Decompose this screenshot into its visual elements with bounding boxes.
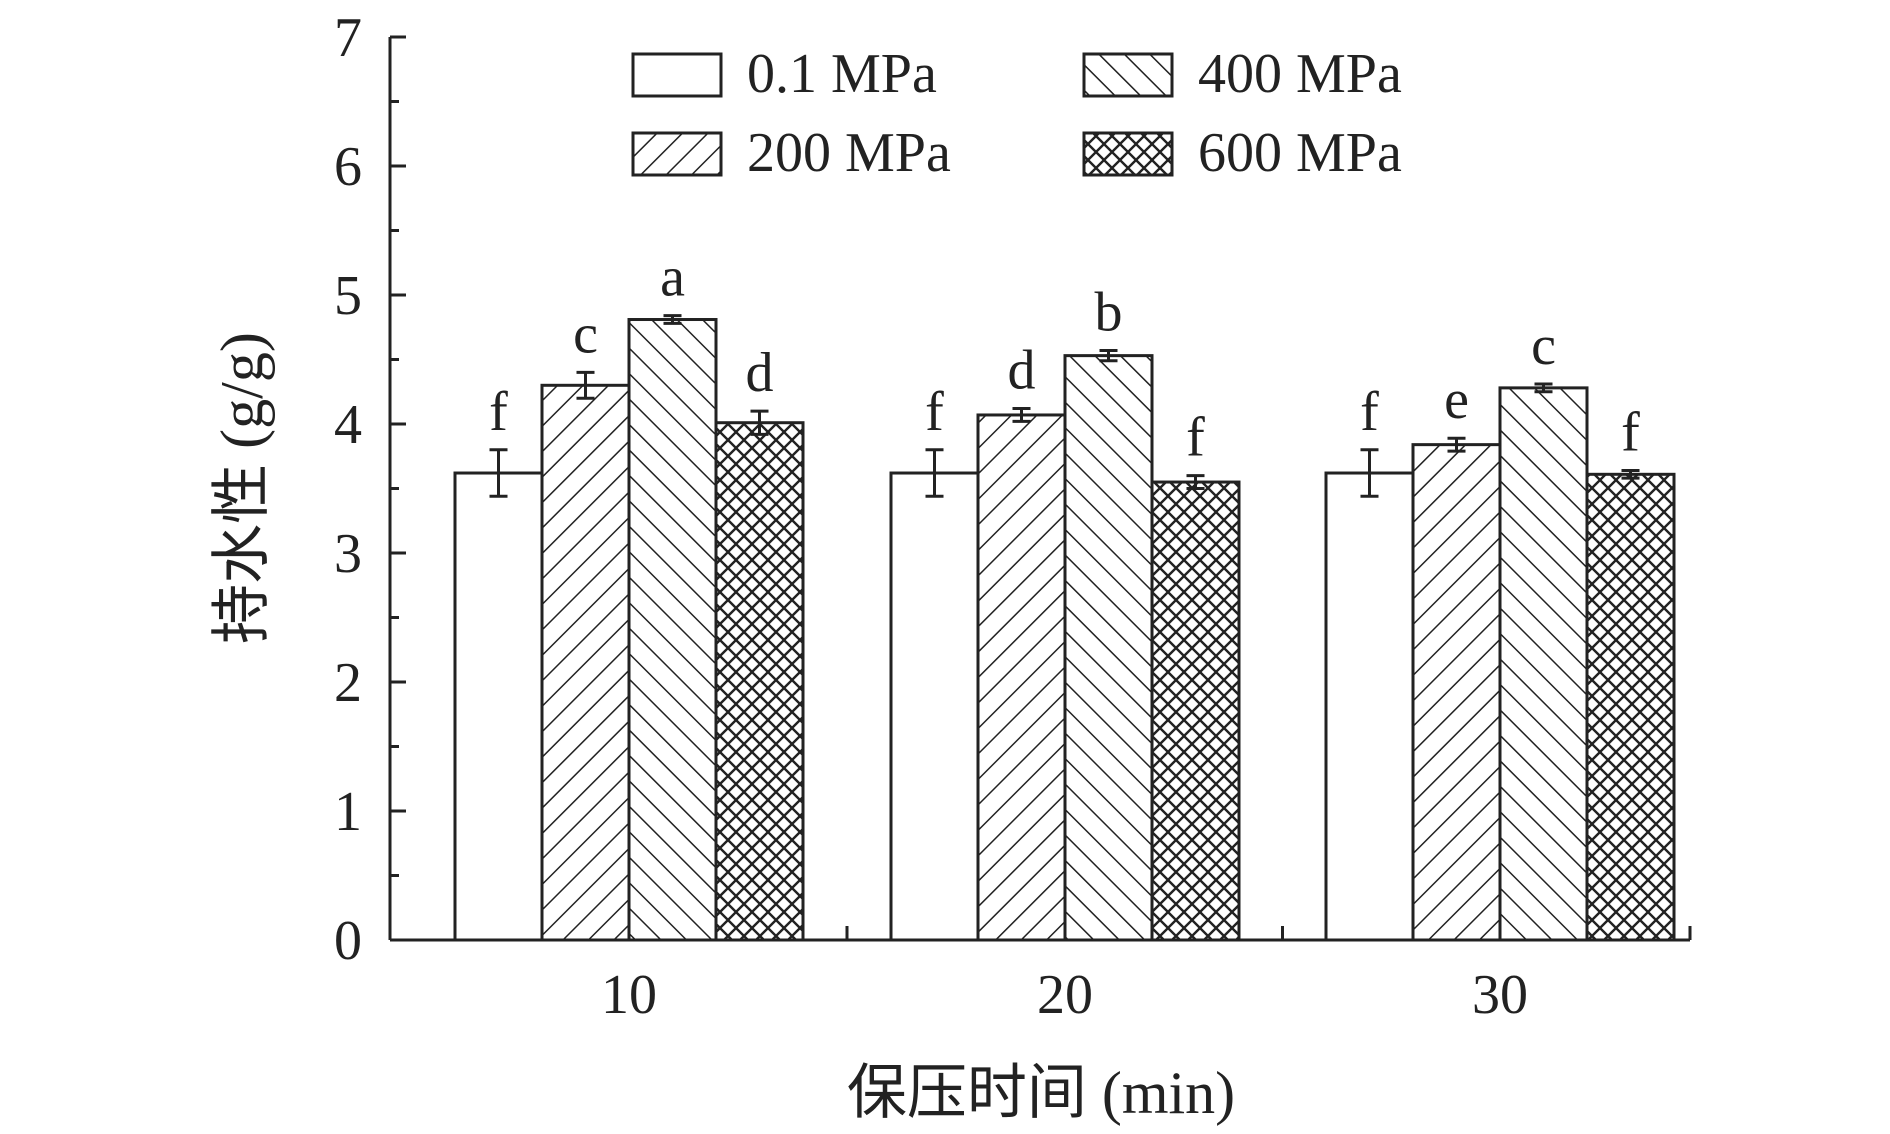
significance-label: f [1621,401,1640,463]
y-tick-label: 5 [334,265,362,327]
bar [1324,471,1415,942]
bar [1498,386,1589,942]
bar [1585,472,1676,942]
y-tick-label: 1 [334,781,362,843]
legend: 0.1 MPa 200 MPa 400 MPa 600 MPa [631,43,1402,184]
legend-label: 0.1 MPa [747,43,937,105]
significance-label: f [925,381,944,443]
y-tick-label: 0 [334,910,362,972]
bar [1411,443,1502,942]
bar [1150,480,1241,942]
bars-layer [453,314,1676,942]
x-axis-title: 保压时间 (min) [847,1060,1235,1126]
bar [976,413,1067,942]
significance-label: c [573,303,598,365]
bar [714,421,805,942]
significance-label: f [1186,407,1205,469]
legend-swatch [631,52,723,98]
significance-label: b [1095,281,1123,343]
bar [627,318,718,942]
x-tick-label: 30 [1472,964,1528,1026]
y-tick-label: 6 [334,136,362,198]
significance-label: f [1360,381,1379,443]
x-tick-label: 10 [601,964,657,1026]
legend-swatch [1082,52,1174,98]
significance-label: a [660,247,685,309]
y-axis-title: 持水性 (g/g) [209,332,275,644]
bar [453,471,544,942]
legend-swatch [631,131,723,177]
bar [540,383,631,942]
x-tick-label: 20 [1037,964,1093,1026]
significance-label: f [489,381,508,443]
significance-label: d [1008,340,1036,402]
legend-label: 200 MPa [747,122,951,184]
y-tick-label: 3 [334,523,362,585]
significance-label: d [746,342,774,404]
legend-label: 600 MPa [1198,122,1402,184]
y-tick-label: 4 [334,394,362,456]
bar [889,471,980,942]
bar [1063,354,1154,942]
legend-swatch [1082,131,1174,177]
y-tick-label: 2 [334,652,362,714]
legend-label: 400 MPa [1198,43,1402,105]
significance-label: c [1531,315,1556,377]
significance-label: e [1444,369,1469,431]
y-tick-label: 7 [334,7,362,69]
